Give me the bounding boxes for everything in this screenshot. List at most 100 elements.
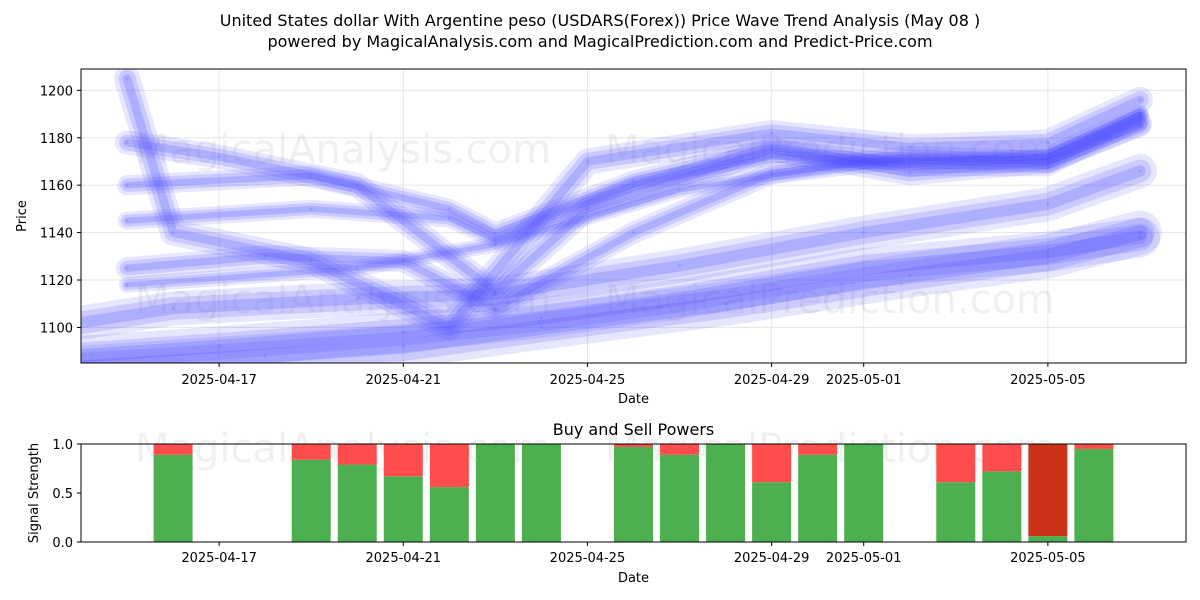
watermark-text: MagicalAnalysis.com [135,127,551,173]
figure-title-line2: powered by MagicalAnalysis.com and Magic… [267,32,932,51]
wave-point [125,141,129,144]
sell-bar [982,444,1022,472]
bar-stack [291,444,331,542]
buy-bar [521,444,561,542]
top-axes-frame [80,68,1187,364]
wave-point [632,231,635,235]
bar-stack [383,444,423,542]
buy-bar [475,444,515,542]
wave-line [124,111,1143,288]
wave-point [1046,254,1050,258]
bar-group [153,444,1114,542]
wave-point [585,159,589,163]
price-wave-chart: MagicalAnalysis.com MagicalPrediction.com… [15,68,1187,407]
wave-point [539,325,543,329]
wave-point [908,155,912,159]
wave-line [119,115,1148,300]
wave-point [632,178,635,182]
wave-point [493,306,497,310]
wave-point [1046,155,1050,159]
buy-bar [660,454,700,542]
wave-point [908,164,912,168]
wave-point [125,183,129,187]
wave-line [119,106,1148,293]
buy-bar [337,464,377,542]
buy-bar [1074,448,1114,542]
wave-point [770,171,774,175]
wave-line [121,108,1146,291]
wave-line [81,159,1152,335]
wave-point [862,231,866,235]
wave-point [770,155,774,159]
bar-stack [153,444,193,542]
wave-point [1138,169,1142,173]
x-tick-label: 2025-05-01 [826,551,902,566]
wave-series [81,153,1157,340]
wave-line [124,111,1143,243]
y-tick-label: 1180 [40,132,73,147]
bar-stack [798,444,838,542]
wave-point [171,306,175,310]
buy-bar [1028,536,1068,542]
wave-point [1046,250,1050,254]
wave-point [908,273,912,277]
wave-line [81,217,1160,363]
wave-point [908,145,912,149]
top-y-axis-label: Price [15,200,30,232]
wave-point [493,242,497,246]
sell-bar [798,444,838,455]
buy-bar [383,476,423,542]
wave-point [1138,112,1142,116]
wave-point [1138,124,1142,128]
top-grid [81,69,1186,363]
y-tick-label: 1160 [40,179,73,194]
wave-point [309,174,313,178]
wave-point [585,207,589,211]
watermark-text: MagicalPrediction.com [605,127,1055,173]
sell-bar [337,444,377,465]
wave-point [401,330,405,334]
x-tick-label: 2025-04-25 [550,551,626,566]
buy-bar [706,444,746,542]
wave-point [309,207,313,211]
bar-stack [982,444,1022,542]
wave-point [678,188,682,192]
x-tick-label: 2025-05-05 [1010,551,1086,566]
wave-point [1138,112,1142,116]
wave-point [1046,159,1050,163]
bar-stack [752,444,792,542]
wave-line [123,115,1144,236]
buy-bar [614,446,653,542]
wave-point [355,266,359,270]
wave-point [493,290,497,294]
wave-point [908,171,912,175]
wave-point [770,148,774,152]
buy-bar [752,482,792,542]
wave-series [119,106,1148,293]
wave-point [539,316,543,320]
buy-bar [429,487,469,542]
wave-line [119,118,1148,316]
sell-bar [1028,444,1068,537]
wave-line [118,69,1149,337]
buy-bar [844,444,884,542]
wave-point [355,297,359,301]
x-tick-label: 2025-04-17 [181,373,257,388]
top-ticks: 1100 1120 1140 1160 1180 1200 2025-04-17 2025-0… [40,84,1086,388]
wave-point [678,264,682,268]
sell-bar [1074,444,1114,449]
bar-stack [844,444,884,542]
wave-line [81,225,1148,363]
top-x-axis-label: Date [618,392,649,407]
wave-line [117,108,1150,243]
bottom-chart-title: Buy and Sell Powers [553,420,715,439]
wave-point [724,302,728,306]
wave-series [116,114,1151,320]
wave-series [117,108,1150,243]
wave-point [263,354,267,358]
sell-bar [614,444,653,447]
wave-series-group [81,69,1162,363]
wave-line [121,108,1146,246]
wave-line [114,69,1153,341]
